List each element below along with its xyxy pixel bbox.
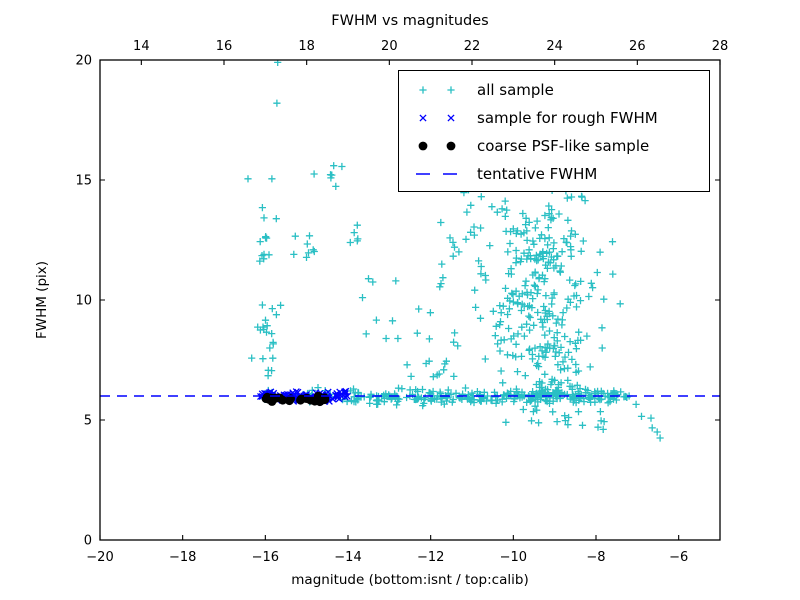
y-tick-label: 15 (75, 174, 92, 189)
legend-item: coarse PSF-like sample (413, 132, 709, 160)
dot-legend-icon (418, 141, 456, 151)
x-legend-icon (419, 114, 455, 122)
x-tick-label-bottom: −10 (500, 550, 527, 565)
x-tick-label-top: 16 (216, 39, 233, 54)
x-tick-label-top: 14 (133, 39, 150, 54)
x-tick-label-top: 20 (381, 39, 398, 54)
legend-item-label: coarse PSF-like sample (477, 137, 650, 155)
y-tick-label: 5 (84, 414, 92, 429)
x-tick-label-bottom: −20 (86, 550, 113, 565)
x-tick-label-bottom: −16 (252, 550, 279, 565)
x-tick-label-top: 24 (546, 39, 563, 54)
x-tick-label-bottom: −8 (586, 550, 605, 565)
x-tick-label-top: 18 (298, 39, 315, 54)
legend-item-label: all sample (477, 81, 554, 99)
x-tick-label-bottom: −18 (169, 550, 196, 565)
plot-area: −20 −18 −16 −14 −12 −10 −8 −6 14 16 18 20 22 24 26 28 0 5… (75, 39, 728, 565)
plus-legend-icon (419, 86, 455, 94)
x-tick-label-bottom: −12 (417, 550, 444, 565)
y-tick-label: 20 (75, 54, 92, 69)
x-tick-label-top: 22 (464, 39, 481, 54)
plot-frame (99, 59, 721, 541)
y-tick-label: 10 (75, 294, 92, 309)
x-tick-label-bottom: −6 (669, 550, 688, 565)
legend-item-label: tentative FWHM (477, 165, 598, 183)
dashed-line-legend-icon (416, 173, 457, 175)
x-tick-label-bottom: −14 (334, 550, 361, 565)
chart-title: FWHM vs magnitudes (331, 13, 488, 29)
y-axis-label: FWHM (pix) (34, 261, 50, 339)
y-tick-label: 0 (84, 534, 92, 549)
x-axis-label: magnitude (bottom:isnt / top:calib) (291, 572, 528, 588)
x-tick-label-top: 26 (629, 39, 646, 54)
legend: all sample sample for rough FWHM coarse PS… (398, 70, 710, 192)
legend-item: sample for rough FWHM (413, 104, 709, 132)
legend-item-label: sample for rough FWHM (477, 109, 658, 127)
legend-item: all sample (413, 76, 709, 104)
legend-item: tentative FWHM (413, 160, 709, 188)
x-tick-label-top: 28 (712, 39, 729, 54)
